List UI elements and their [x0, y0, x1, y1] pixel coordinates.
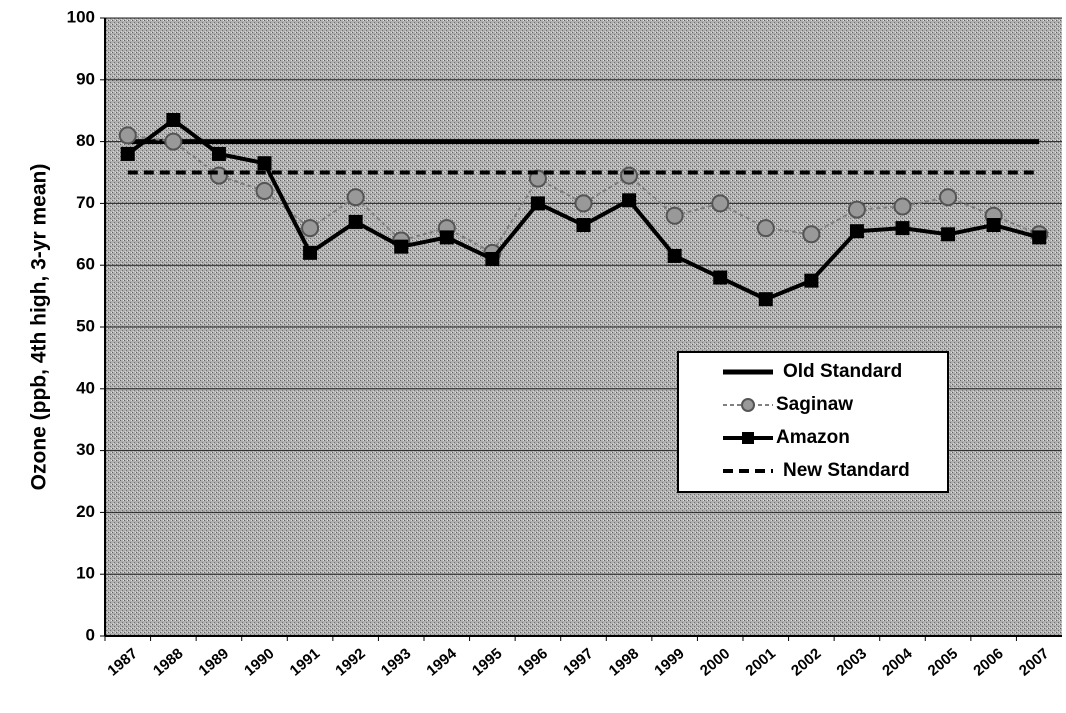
legend-label: New Standard [783, 460, 910, 481]
marker [802, 225, 821, 244]
y-tick-label: 70 [76, 193, 95, 212]
marker [939, 188, 958, 207]
x-tick-label: 1990 [241, 645, 277, 679]
y-tick-label: 90 [76, 69, 95, 88]
marker [667, 248, 682, 263]
x-tick-label: 2003 [834, 645, 870, 679]
marker [713, 270, 728, 285]
x-tick-label: 1998 [606, 645, 642, 679]
y-tick-label: 20 [76, 502, 95, 521]
marker [348, 214, 363, 229]
marker [211, 146, 226, 161]
marker [941, 227, 956, 242]
x-tick-label: 1995 [469, 645, 505, 679]
marker [622, 193, 637, 208]
x-tick-label: 2004 [879, 645, 916, 680]
marker [847, 200, 866, 219]
marker [576, 218, 591, 233]
marker [394, 239, 409, 254]
marker [164, 132, 183, 151]
x-tick-label: 1989 [196, 645, 232, 679]
series-line [127, 134, 1040, 255]
marker [439, 230, 454, 245]
marker [665, 206, 684, 225]
x-tick-label: 2002 [788, 645, 824, 679]
marker [209, 166, 228, 185]
legend-label: Saginaw [776, 394, 853, 415]
legend-marker [742, 432, 754, 444]
y-tick-label: 10 [76, 564, 95, 583]
marker [166, 112, 181, 127]
marker [485, 252, 500, 267]
marker [804, 273, 819, 288]
y-tick-label: 100 [67, 7, 95, 26]
marker [1032, 230, 1047, 245]
legend-box [677, 351, 949, 493]
marker [620, 166, 639, 185]
marker [756, 219, 775, 238]
marker [895, 221, 910, 236]
marker [120, 146, 135, 161]
x-tick-label: 1996 [515, 645, 551, 679]
y-tick-label: 50 [76, 316, 95, 335]
marker [986, 218, 1001, 233]
marker [528, 169, 547, 188]
marker [301, 219, 320, 238]
legend-label: Old Standard [783, 361, 902, 382]
x-tick-label: 1993 [378, 645, 414, 679]
marker [257, 156, 272, 171]
x-tick-label: 1988 [150, 645, 186, 679]
x-tick-label: 1999 [651, 645, 687, 679]
marker [758, 292, 773, 307]
marker [303, 245, 318, 260]
y-tick-label: 40 [76, 378, 95, 397]
marker [530, 196, 545, 211]
marker [346, 188, 365, 207]
marker [574, 194, 593, 213]
x-tick-label: 2000 [697, 645, 733, 679]
y-axis-label: Ozone (ppb, 4th high, 3-yr mean) [28, 164, 51, 491]
x-tick-label: 2006 [970, 645, 1006, 679]
x-tick-label: 2005 [925, 645, 961, 679]
x-tick-label: 1987 [104, 645, 140, 679]
legend-label: Amazon [776, 427, 850, 448]
x-tick-label: 1994 [423, 645, 460, 680]
x-tick-label: 2007 [1016, 645, 1052, 679]
marker [118, 126, 137, 145]
y-tick-label: 0 [86, 625, 95, 644]
y-tick-label: 80 [76, 131, 95, 150]
y-tick-label: 60 [76, 255, 95, 274]
x-tick-label: 1991 [287, 645, 323, 679]
x-tick-label: 1992 [332, 645, 368, 679]
marker [849, 224, 864, 239]
legend-marker [741, 398, 755, 412]
y-tick-label: 30 [76, 440, 95, 459]
marker [893, 197, 912, 216]
marker [255, 182, 274, 201]
marker [711, 194, 730, 213]
x-tick-label: 2001 [742, 645, 778, 679]
x-tick-label: 1997 [560, 645, 596, 679]
